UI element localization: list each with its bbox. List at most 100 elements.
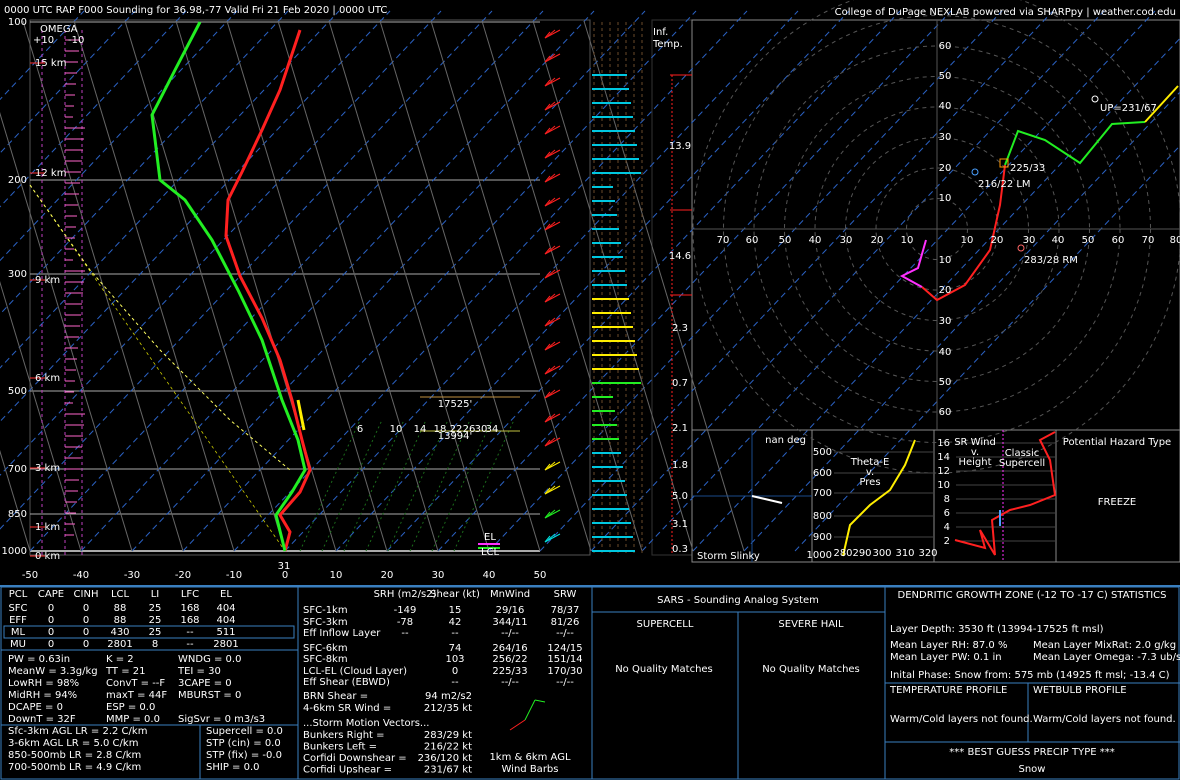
wind-barb <box>544 175 551 183</box>
dry-adiabat <box>22 20 184 552</box>
parcel-cell: SFC <box>8 603 27 614</box>
wind-barb <box>544 439 551 447</box>
parcel-cell: 2801 <box>213 639 238 650</box>
dry-adiabat <box>430 20 592 552</box>
wind-barb <box>544 487 551 495</box>
wind-barb <box>547 101 556 109</box>
wind-barb <box>544 31 551 39</box>
parcel-header: LFC <box>181 589 199 600</box>
wind-barb <box>544 223 551 231</box>
kinematic-cell: --/-- <box>556 628 574 639</box>
kinematic-label: Eff Inflow Layer <box>303 628 381 639</box>
theta-e-trace <box>842 439 916 557</box>
lapse-rate: Sfc-3km AGL LR = 2.2 C/km <box>8 726 147 737</box>
isotherm <box>182 10 697 552</box>
wind-barb <box>547 77 556 85</box>
param-label: 4-6km SR Wind = <box>303 703 391 714</box>
index-value: MeanW = 3.3g/kg <box>8 666 98 677</box>
motion-value: 236/120 kt <box>418 753 473 764</box>
inflow-value: 2.1 <box>672 423 688 434</box>
dry-adiabat <box>481 20 643 552</box>
wind-barb <box>544 221 561 231</box>
theta-e-title: v. <box>866 467 874 478</box>
temperature-label: -20 <box>175 570 191 581</box>
theta-e-temp: 320 <box>918 548 937 559</box>
isotherm <box>437 10 952 552</box>
temperature-label: 20 <box>381 570 394 581</box>
theta-e-pressure: 600 <box>813 468 832 479</box>
composite-index: SHIP = 0.0 <box>206 762 260 773</box>
composite-index: STP (cin) = 0.0 <box>206 738 281 749</box>
wind-barb <box>547 509 556 517</box>
isotherm <box>539 10 1054 552</box>
wind-barb <box>544 509 561 519</box>
hodograph-trace-low <box>899 239 927 288</box>
wind-barb <box>547 341 556 349</box>
kinematic-header: Shear (kt) <box>430 589 480 600</box>
parcel-cell: 404 <box>216 603 235 614</box>
hodograph-y-label: 60 <box>939 407 952 418</box>
hodograph-trace-upper <box>1004 121 1146 166</box>
index-value: maxT = 44F <box>106 690 167 701</box>
pressure-label: 100 <box>8 17 27 28</box>
dry-adiabat <box>328 20 490 552</box>
kinematic-cell: -- <box>401 628 409 639</box>
dry-adiabat <box>583 20 745 552</box>
parcel-cell: 0 <box>83 639 89 650</box>
wind-barb <box>544 391 551 399</box>
pressure-label: 1000 <box>2 546 27 557</box>
isotherm <box>743 91 1180 552</box>
wind-barb <box>544 463 551 471</box>
height-label: 3 km <box>35 463 60 474</box>
slinky-angle: nan deg <box>765 435 806 446</box>
index-value: WNDG = 0.0 <box>178 654 241 665</box>
hodograph-annotation: UP=231/67 <box>1100 103 1157 114</box>
dgz-title: DENDRITIC GROWTH ZONE (-12 TO -17 C) STA… <box>898 590 1167 601</box>
el-label: EL <box>484 532 496 543</box>
dry-adiabat <box>379 20 541 552</box>
wind-barb <box>544 485 561 495</box>
sars-title: SARS - Sounding Analog System <box>657 595 819 606</box>
height-label: 15 km <box>35 58 66 69</box>
kinematic-cell: -- <box>451 677 459 688</box>
hodograph-trace-top <box>1144 85 1179 123</box>
left-mover-marker <box>971 168 979 176</box>
theta-e-temp: 280 <box>833 548 852 559</box>
hodograph-trace-mid <box>921 164 1006 302</box>
theta-e-pressure: 500 <box>813 447 832 458</box>
mixing-ratio <box>365 419 427 552</box>
inflow-value: 14.6 <box>669 251 691 262</box>
index-value: MMP = 0.0 <box>106 714 160 725</box>
wind-barb <box>544 245 561 255</box>
isotherm <box>284 10 799 552</box>
wind-barb <box>547 533 556 541</box>
wind-barb <box>547 365 556 373</box>
parcel-cell: 25 <box>149 615 162 626</box>
hodograph-x-label: 40 <box>1052 235 1065 246</box>
motion-label: Bunkers Left = <box>303 742 377 753</box>
wind-barb <box>547 149 556 157</box>
composite-index: Supercell = 0.0 <box>206 726 283 737</box>
omega-scale: -10 <box>68 35 84 46</box>
wind-barb <box>547 29 556 37</box>
parcel-cell: 88 <box>114 603 127 614</box>
barb <box>534 699 546 703</box>
hodograph-x-label: 20 <box>991 235 1004 246</box>
kinematic-cell: 74 <box>449 643 462 654</box>
hodograph-x-label: 30 <box>840 235 853 246</box>
right-mover-marker <box>1017 244 1025 252</box>
hodograph-x-label: 20 <box>871 235 884 246</box>
parcel-header: PCL <box>9 589 28 600</box>
wind-barb <box>547 221 556 229</box>
sr-wind-title: Height <box>958 457 991 468</box>
wind-barb <box>544 127 551 135</box>
kinematic-cell: 15 <box>449 605 462 616</box>
theta-e-title: Theta-E <box>850 457 890 468</box>
index-value: DCAPE = 0 <box>8 702 63 713</box>
wind-barb <box>544 55 551 63</box>
lcl-label: LCL <box>481 547 500 558</box>
wind-barb <box>544 77 561 87</box>
inflow-value: 1.8 <box>672 460 688 471</box>
header-title: 0000 UTC RAP F000 Sounding for 36.98,-77… <box>4 5 387 16</box>
